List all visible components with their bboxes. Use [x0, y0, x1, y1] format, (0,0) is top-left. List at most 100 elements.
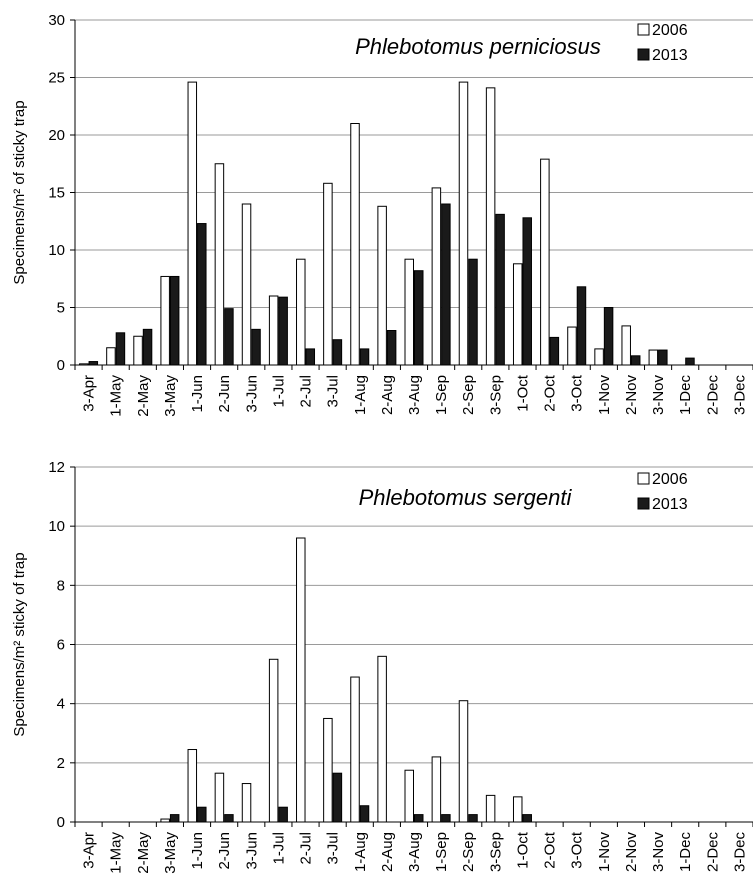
bar-2013-3-Jul [332, 772, 343, 823]
x-tick-label: 3-Oct [569, 374, 586, 412]
y-tick-label: 5 [57, 300, 65, 317]
bar-2006-3-Jul [323, 182, 333, 366]
bar-2013-2-Oct [549, 336, 560, 366]
bar-2013-3-Jul [332, 339, 343, 366]
bar-2013-2-Sep [468, 258, 478, 366]
bar-2013-1-Jun [197, 223, 207, 366]
bar-2013-1-Sep [441, 814, 451, 823]
chart-title: Phlebotomus perniciosus [355, 34, 601, 59]
bar-2006-2-Jun [214, 772, 225, 823]
x-tick-label: 2-Jun [216, 832, 233, 870]
bar-2013-2-Jun [224, 308, 234, 366]
bar-2006-3-Jun [241, 203, 252, 366]
bar-2013-3-Jun [251, 328, 261, 366]
x-tick-label: 1-Jul [270, 375, 287, 408]
bar-2013-1-Jul [278, 806, 288, 823]
y-tick-label: 8 [57, 577, 65, 594]
bar-2013-1-Dec [685, 357, 695, 366]
x-tick-label: 3-Dec [731, 832, 748, 873]
x-tick-label: 3-Nov [650, 832, 667, 873]
bar-2006-1-Sep [431, 756, 442, 823]
y-axis-label: Specimens/m² of sticky trap [11, 100, 28, 284]
bar-2006-1-Sep [431, 187, 442, 366]
x-tick-label: 1-Jun [189, 375, 206, 413]
bar-2006-2-Jul [296, 537, 306, 823]
bar-2013-1-Sep [441, 203, 451, 366]
chart-perniciosus: 0 5 10 15 20 25 30 3-Apr 1-May 2-May 3-May 1-Jun 2-J… [11, 12, 753, 417]
x-tick-label: 1-Sep [433, 375, 450, 415]
x-tick-label: 3-Aug [406, 375, 423, 415]
bar-2006-2-Aug [377, 655, 387, 823]
bar-2006-1-Oct [512, 796, 523, 823]
bar-2013-3-May [169, 814, 180, 823]
x-tick-label: 2-Oct [542, 374, 559, 412]
x-tick-label: 2-Aug [379, 375, 396, 415]
y-tick-label: 10 [48, 242, 65, 259]
bar-2006-2-May [133, 335, 143, 366]
x-tick-label: 2-Dec [704, 375, 721, 416]
bar-2006-2-Sep [458, 700, 469, 823]
bar-2006-1-Aug [350, 676, 360, 823]
x-tick-label: 3-Sep [487, 375, 504, 415]
y-tick-label: 12 [48, 459, 65, 476]
bar-2013-2-May [142, 328, 153, 366]
y-tick-label: 10 [48, 518, 65, 535]
x-tick-label: 3-May [162, 375, 179, 417]
bar-2013-3-Aug [414, 814, 424, 823]
legend-label-2013: 2013 [652, 47, 688, 64]
x-tick-label: 3-Aug [406, 832, 423, 872]
bar-2006-2-Aug [377, 205, 387, 366]
x-tick-label: 1-Nov [596, 375, 613, 416]
bar-2013-1-Oct [522, 217, 532, 366]
x-tick-label: 2-Sep [460, 375, 477, 415]
x-tick-label: 2-Nov [623, 375, 640, 416]
bar-2006-1-Jun [187, 81, 198, 366]
x-tick-label: 1-Dec [677, 375, 694, 416]
bar-2013-2-Sep [468, 814, 478, 823]
x-tick-label: 2-Dec [704, 832, 721, 873]
bar-2006-3-Jun [241, 783, 252, 823]
x-tick-label: 2-Jul [298, 832, 315, 865]
y-tick-label: 0 [57, 814, 65, 831]
x-tick-label: 3-Apr [81, 375, 98, 412]
y-tick-label: 4 [57, 696, 65, 713]
bar-2013-3-Sep [495, 213, 505, 366]
bar-2013-3-Nov [658, 349, 668, 366]
x-tick-label: 1-May [108, 832, 125, 874]
legend-swatch-2006 [637, 23, 650, 36]
x-tick-label: 2-May [135, 832, 152, 874]
x-tick-label: 3-Jul [325, 832, 342, 865]
x-tick-label: 3-May [162, 832, 179, 874]
legend-label-2013: 2013 [652, 496, 688, 513]
bar-2013-1-Aug [359, 805, 370, 823]
legend-swatch-2013 [637, 497, 650, 510]
bar-2006-3-May [160, 275, 170, 366]
legend-label-2006: 2006 [652, 471, 688, 488]
x-tick-label: 1-May [108, 375, 125, 417]
y-tick-label: 25 [48, 70, 65, 87]
bar-2006-1-Jul [268, 295, 279, 366]
bar-2013-2-Nov [630, 355, 641, 366]
bar-2006-1-Nov [594, 348, 604, 366]
bar-2006-1-May [106, 347, 116, 366]
x-tick-label: 1-Aug [352, 832, 369, 872]
x-tick-label: 2-Jul [298, 375, 315, 408]
y-axis-label: Specimens/m² sticky of trap [11, 552, 28, 736]
bar-2013-1-Oct [522, 814, 532, 823]
bar-2013-3-May [169, 275, 180, 366]
y-tick-label: 20 [48, 127, 65, 144]
x-tick-label: 1-Sep [433, 832, 450, 872]
x-tick-label: 2-Sep [460, 832, 477, 872]
bar-2006-1-Aug [350, 123, 360, 366]
bar-2006-3-Jul [323, 717, 333, 823]
x-tick-label: 2-Nov [623, 832, 640, 873]
y-tick-label: 0 [57, 357, 65, 374]
x-tick-label: 3-Jun [243, 832, 260, 870]
x-tick-label: 3-Apr [81, 832, 98, 869]
x-tick-label: 3-Nov [650, 375, 667, 416]
x-tick-label: 2-May [135, 375, 152, 417]
bar-2006-3-Aug [404, 258, 414, 366]
bar-2006-2-Jun [214, 163, 225, 366]
bar-2006-3-Aug [404, 769, 414, 823]
